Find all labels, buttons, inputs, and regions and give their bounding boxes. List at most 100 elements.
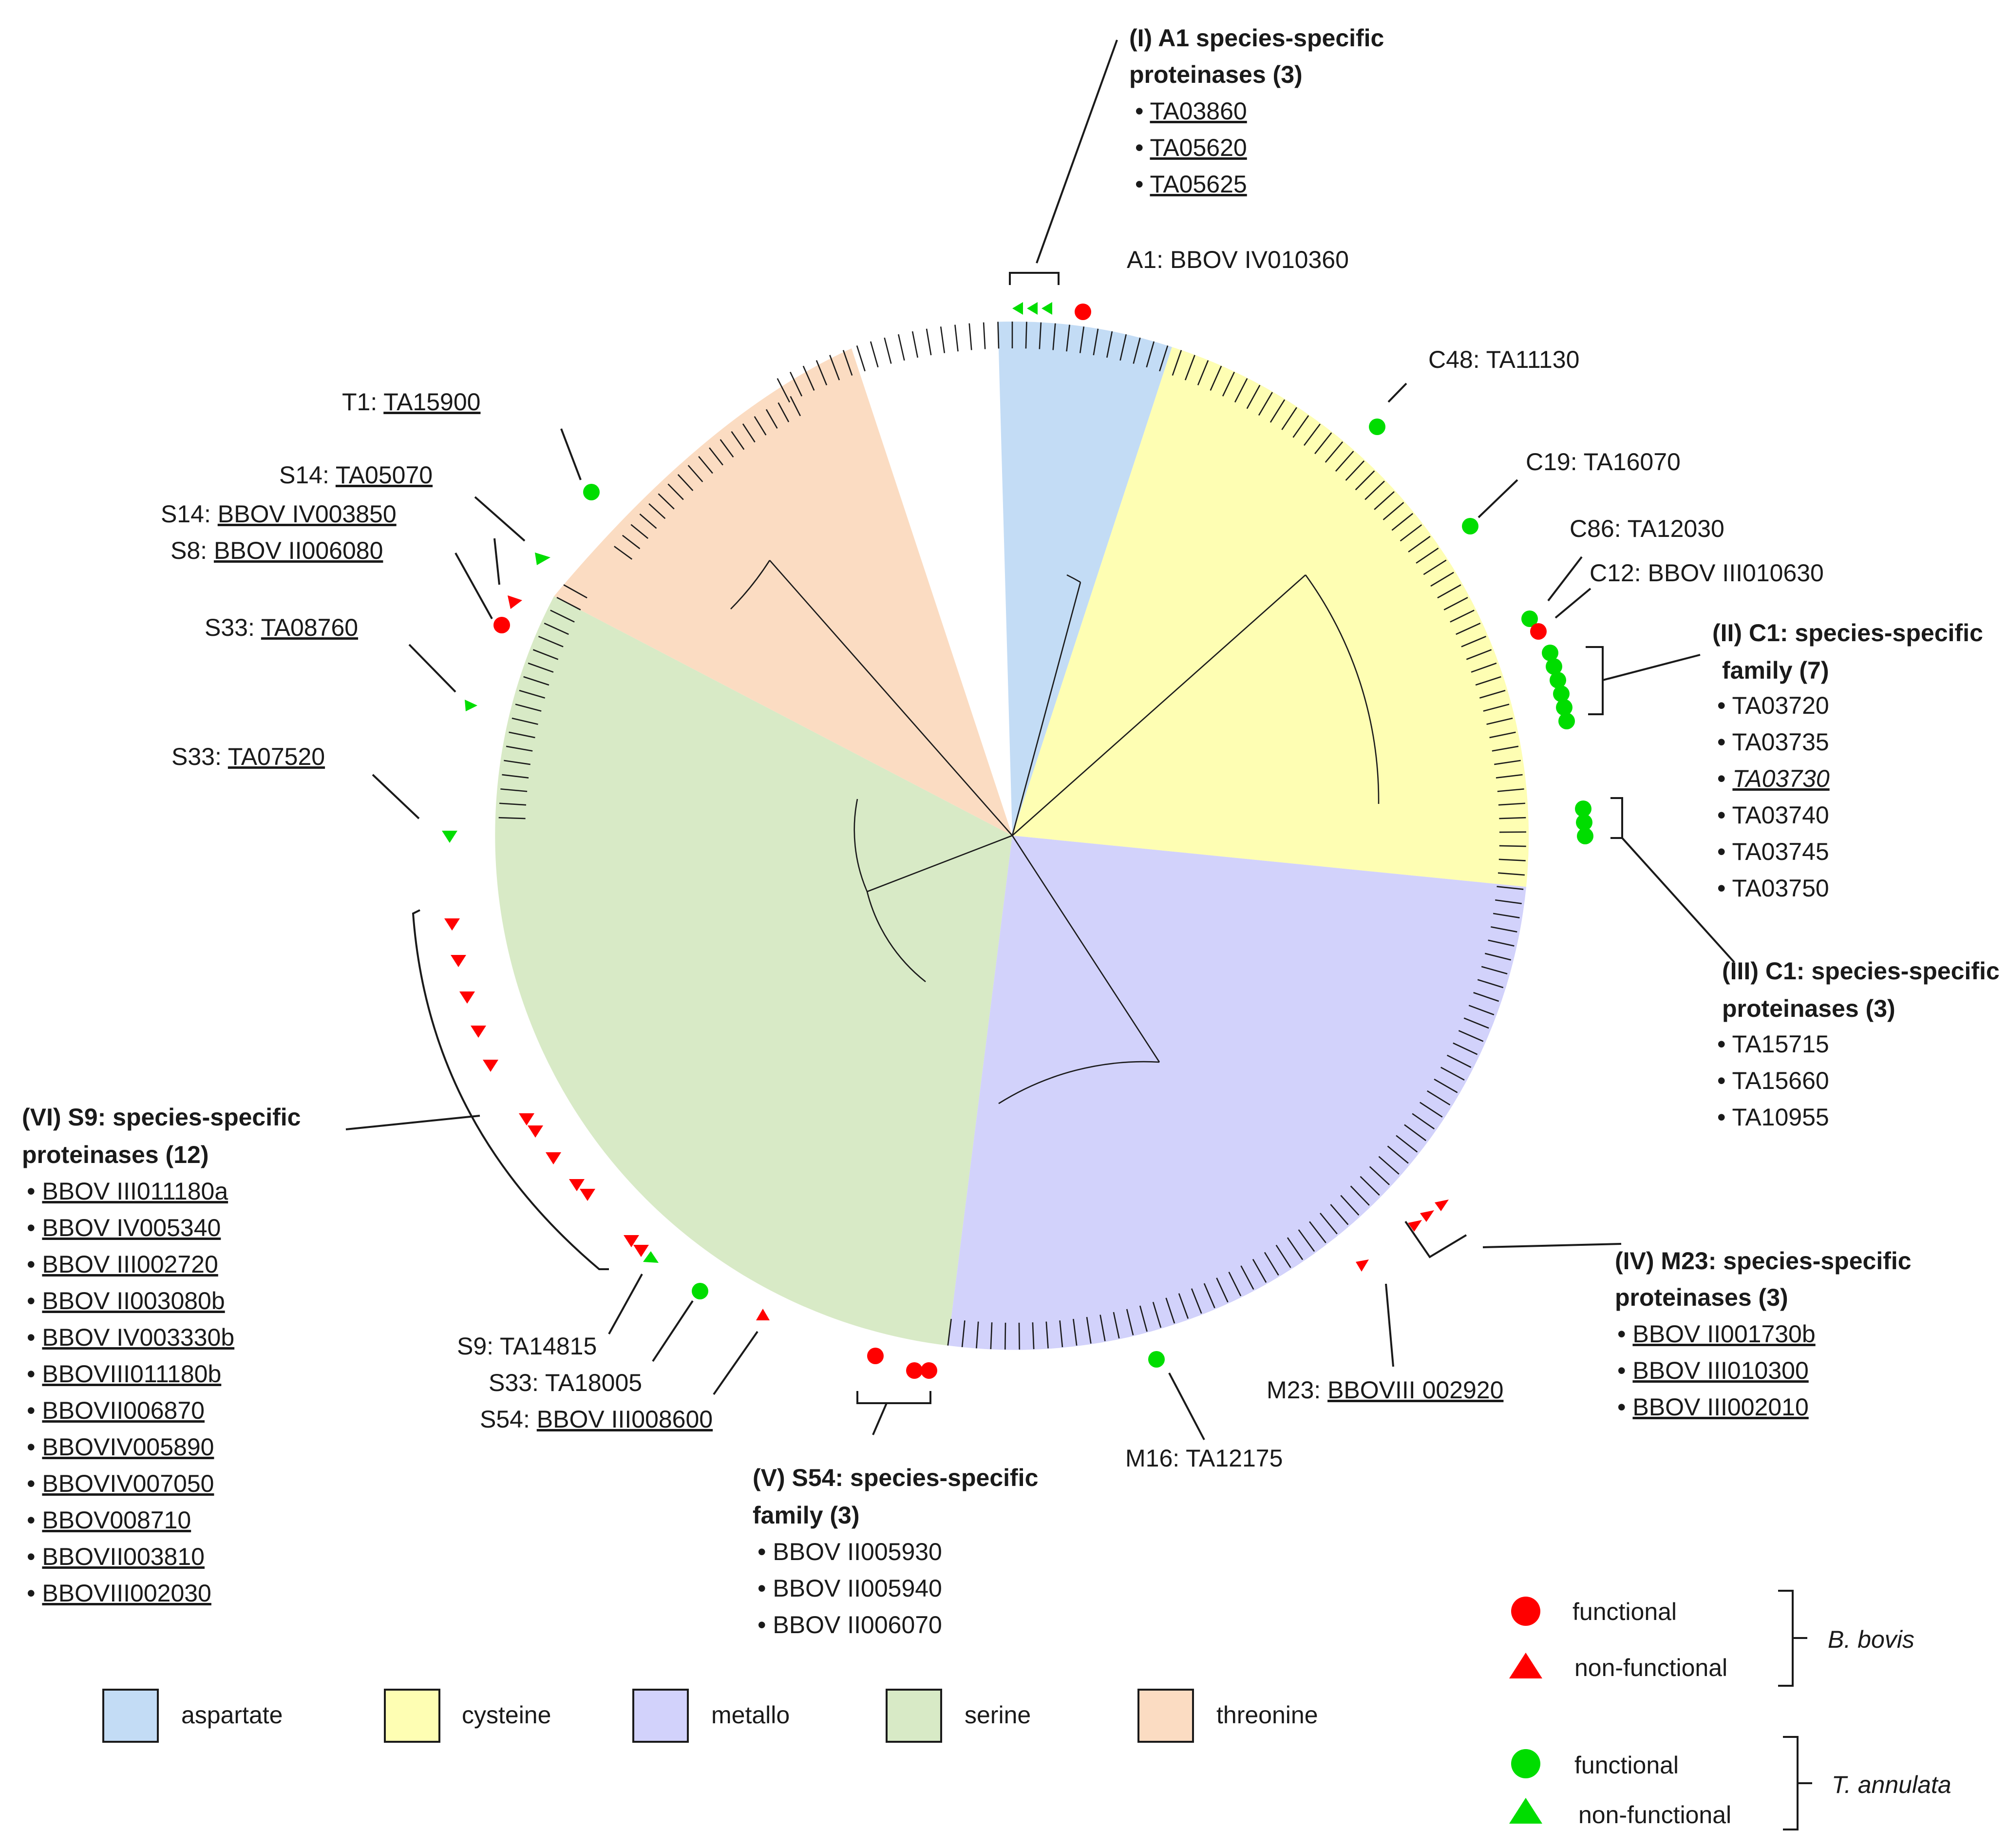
legend-tannulata-functional: functional — [1574, 1752, 1679, 1779]
legend-label-aspartate: aspartate — [181, 1701, 283, 1729]
tannulata-nonfunctional-marker — [442, 831, 457, 843]
tree-tip — [1496, 774, 1523, 779]
list-item: • BBOV III002720 — [27, 1251, 218, 1278]
tree-tip — [1203, 1283, 1215, 1309]
tannulata-functional-marker — [1521, 610, 1538, 627]
tree-tip — [1450, 610, 1475, 623]
tree-tip — [1430, 572, 1454, 587]
tree-tip — [1210, 365, 1222, 391]
tree-tip — [990, 1322, 993, 1350]
legend-tannulata-nonfunctional-marker — [1509, 1798, 1542, 1824]
list-item: • BBOV III002010 — [1617, 1393, 1809, 1421]
label-s8-bbov-ii006080: S8: BBOV II006080 — [170, 537, 383, 564]
list-item: • BBOV II003080b — [27, 1287, 225, 1315]
tree-tip — [1264, 1252, 1279, 1276]
tree-tip — [1039, 322, 1042, 349]
tree-tip — [519, 689, 546, 699]
label-s14-bbov-iv003850: S14: BBOV IV003850 — [161, 500, 397, 528]
group-title-line: family (7) — [1722, 657, 1829, 684]
tree-tip — [1281, 407, 1297, 430]
tree-tip — [1473, 992, 1499, 1002]
group-vi-s9-species-specific: (VI) S9: species-specific proteinases (1… — [22, 1104, 301, 1607]
group-title-line: proteinases (3) — [1722, 995, 1895, 1022]
label-s54-bbov-iii008600: S54: BBOV III008600 — [480, 1406, 713, 1433]
tree-tip — [926, 328, 932, 356]
list-item: • TA03860 — [1135, 97, 1247, 125]
tree-tip — [1309, 1221, 1326, 1243]
tree-tip — [968, 323, 972, 350]
label-s9-ta14815: S9: TA14815 — [457, 1333, 597, 1360]
tree-tip — [1106, 331, 1113, 358]
tree-tip — [1275, 1244, 1291, 1268]
tree-tip — [1423, 559, 1447, 575]
tree-tip — [1066, 324, 1070, 352]
list-item: • TA03750 — [1717, 875, 1829, 902]
bbovis-nonfunctional-marker — [1408, 1220, 1422, 1232]
leader-lines — [345, 39, 1735, 1440]
list-item: • TA03745 — [1717, 838, 1829, 865]
tree-tip — [1086, 1317, 1092, 1344]
tree-tip — [1320, 1213, 1338, 1235]
tree-tip — [556, 597, 581, 610]
tree-tip — [1493, 913, 1520, 918]
tree-tip — [1360, 1176, 1380, 1196]
tree-tip — [1126, 1309, 1134, 1335]
tree-tip — [1152, 1301, 1162, 1328]
tree-tip — [1032, 1322, 1035, 1350]
tree-tip — [1045, 1321, 1049, 1349]
tree-tip — [856, 345, 866, 372]
list-item: • TA03720 — [1717, 692, 1829, 719]
list-item: • BBOVIII011180b — [27, 1360, 221, 1388]
group-title-line: proteinases (3) — [1615, 1284, 1788, 1311]
tree-tip — [790, 396, 801, 417]
label-m23-bboviii-002920: M23: BBOVIII 002920 — [1267, 1376, 1503, 1404]
tree-tip — [997, 322, 1000, 349]
tannulata-functional-marker — [1148, 1351, 1165, 1368]
label-c48-ta11130: C48: TA11130 — [1428, 346, 1579, 373]
tree-tip — [1466, 649, 1492, 660]
tree-tip — [1340, 1195, 1360, 1216]
tree-tip — [1486, 717, 1513, 725]
legend-swatch-metallo — [632, 1689, 689, 1743]
tree-tip — [1458, 1030, 1484, 1042]
tree-tip — [1364, 480, 1385, 500]
species-legend: functional non-functional B. bovis funct… — [1509, 1590, 1951, 1830]
tree-tip — [1437, 584, 1461, 599]
group6-markers — [444, 918, 649, 1257]
list-item: • BBOV II001730b — [1617, 1320, 1816, 1348]
legend-swatch-threonine — [1137, 1689, 1194, 1743]
group-title-line: proteinases (3) — [1129, 61, 1303, 88]
tree-tip — [1292, 415, 1309, 438]
tree-tip — [1495, 899, 1522, 904]
tree-tip — [550, 610, 575, 623]
group5-markers — [867, 1348, 937, 1379]
tree-tip — [1025, 322, 1027, 349]
list-item: • BBOV008710 — [27, 1506, 191, 1534]
legend-label-metallo: metallo — [711, 1701, 790, 1729]
tree-tip — [1443, 597, 1468, 610]
label-t1-ta15900: T1: TA15900 — [342, 388, 480, 416]
tree-tip — [1498, 858, 1526, 861]
tree-tip — [1099, 1315, 1106, 1341]
tree-tip — [1463, 1017, 1489, 1029]
tree-tip — [498, 817, 526, 819]
tree-tip — [1184, 355, 1195, 381]
tree-tip — [1073, 1318, 1078, 1346]
tree-tip — [1369, 1166, 1390, 1185]
tree-tip — [1416, 547, 1439, 564]
tree-tip — [1475, 676, 1501, 686]
tree-tip — [1412, 1113, 1435, 1130]
list-item: • BBOV II006070 — [758, 1611, 942, 1638]
tree-tip — [504, 760, 530, 765]
tree-tip — [1479, 689, 1506, 699]
label-m16-ta12175: M16: TA12175 — [1125, 1445, 1283, 1472]
list-item: • TA03735 — [1717, 728, 1829, 756]
tree-tip — [1434, 1078, 1458, 1093]
list-item: • BBOVIII002030 — [27, 1580, 211, 1607]
tree-tip — [509, 731, 535, 739]
tree-tip — [1197, 360, 1209, 385]
tree-tip — [1440, 1067, 1465, 1081]
tannulata-nonfunctional-markers — [1012, 302, 1052, 315]
tree-tip — [802, 365, 815, 391]
tree-tip — [687, 465, 703, 482]
